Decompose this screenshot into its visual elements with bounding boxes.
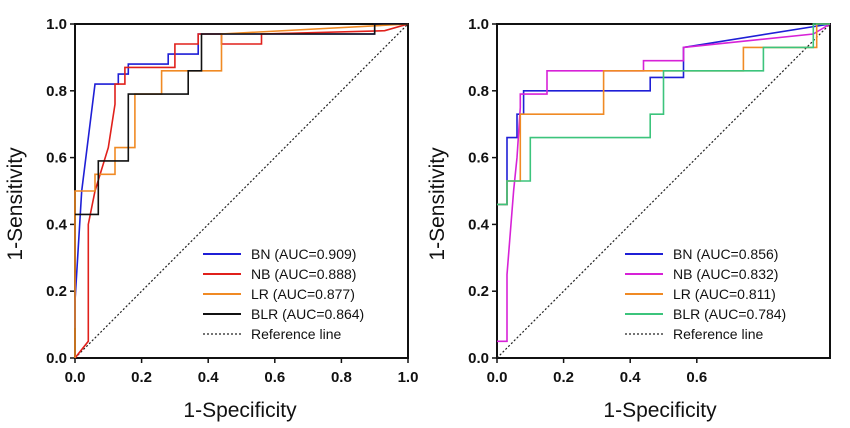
- x-tick-label: 0.8: [331, 369, 352, 386]
- roc-curve-nb: [497, 23, 831, 343]
- x-tick-label: 0.0: [65, 369, 86, 386]
- reference-line: [496, 23, 831, 359]
- x-tick-label: 0.4: [620, 369, 642, 386]
- roc-curve-bn: [497, 23, 831, 206]
- y-tick-label: 0.8: [468, 83, 489, 100]
- legend: BN (AUC=0.856) NB (AUC=0.832) LR (AUC=0.81…: [625, 246, 786, 342]
- y-axis-label: 1-Sensitivity: [426, 147, 449, 261]
- x-axis-label: 1-Specificity: [603, 399, 717, 422]
- plot-frame: [496, 23, 831, 359]
- axis-ticks: 0.0 0.2 0.4 0.6 0.8 1.0 0.0 0.2 0.4 0.6 0.8 1.0: [46, 16, 418, 386]
- x-tick-label: 0.2: [131, 369, 152, 386]
- y-tick-label: 0.6: [468, 150, 489, 167]
- roc-panel-left: 0.0 0.2 0.4 0.6 0.8 1.0 0.0 0.2 0.4 0.6 0.8 1.0 BN …: [4, 16, 418, 422]
- legend: BN (AUC=0.909) NB (AUC=0.888) LR (AUC=0.87…: [203, 246, 364, 342]
- x-tick-label: 0.6: [264, 369, 285, 386]
- y-tick-label: 0.0: [46, 350, 67, 367]
- y-tick-label: 0.4: [46, 216, 68, 233]
- y-tick-label: 0.6: [46, 150, 67, 167]
- x-tick-label: 0.6: [686, 369, 707, 386]
- y-axis-label: 1-Sensitivity: [4, 147, 27, 261]
- legend-label: LR (AUC=0.811): [673, 286, 776, 302]
- x-tick-label: 0.2: [553, 369, 574, 386]
- y-tick-label: 0.4: [468, 216, 490, 233]
- roc-curves: [496, 23, 831, 359]
- legend-label: Reference line: [673, 326, 763, 342]
- legend-label: BLR (AUC=0.864): [251, 306, 364, 322]
- x-tick-label: 1.0: [398, 369, 419, 386]
- y-tick-label: 1.0: [46, 16, 67, 33]
- y-tick-label: 0.8: [46, 83, 67, 100]
- roc-curve-blr: [497, 23, 830, 206]
- legend-label: BN (AUC=0.909): [251, 246, 356, 262]
- y-tick-label: 0.2: [46, 283, 67, 300]
- roc-curves: [74, 23, 409, 359]
- legend-label: BN (AUC=0.856): [673, 246, 778, 262]
- legend-label: NB (AUC=0.832): [673, 266, 778, 282]
- legend-label: LR (AUC=0.877): [251, 286, 355, 302]
- y-tick-label: 0.2: [468, 283, 489, 300]
- roc-curve-blr: [75, 23, 408, 216]
- x-axis-label: 1-Specificity: [183, 399, 297, 422]
- legend-label: BLR (AUC=0.784): [673, 306, 786, 322]
- axis-ticks: 0.0 0.2 0.4 0.6 0.8 1.0 0.0 0.2 0.4 0.6: [468, 16, 707, 386]
- legend-label: Reference line: [251, 326, 341, 342]
- x-tick-label: 0.0: [487, 369, 508, 386]
- x-tick-label: 0.4: [198, 369, 220, 386]
- roc-curve-lr: [74, 23, 409, 358]
- y-tick-label: 0.0: [468, 350, 489, 367]
- reference-line: [74, 23, 409, 359]
- legend-label: NB (AUC=0.888): [251, 266, 356, 282]
- roc-panel-right: 0.0 0.2 0.4 0.6 0.8 1.0 0.0 0.2 0.4 0.6 BN (AUC=0…: [426, 16, 831, 422]
- y-tick-label: 1.0: [468, 16, 489, 33]
